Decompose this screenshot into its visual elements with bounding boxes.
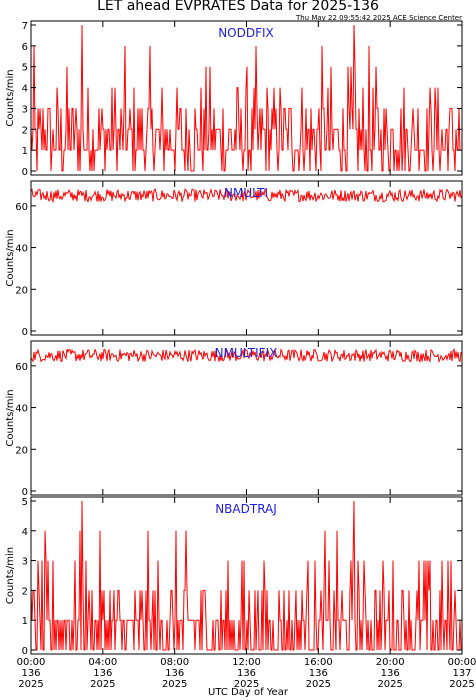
y-tick-label: 5 [22, 497, 28, 508]
y-tick-label: 0 [22, 646, 28, 657]
series-line-noddfix [30, 24, 461, 172]
y-tick-label: 1 [22, 146, 28, 157]
x-tick-time: 16:00 [304, 657, 333, 668]
x-tick-doy: 136 [21, 668, 40, 679]
y-tick-label: 3 [22, 104, 28, 115]
x-tick-year: 2025 [377, 679, 402, 690]
y-tick-label: 4 [22, 527, 28, 538]
series-line-nmultifix [30, 347, 462, 364]
panel-nmultifix: 0 20 40 60 Counts/min NMULTIFIX [5, 340, 463, 498]
panel-nbadtraj: 0 1 2 3 4 5 Counts/min NBADTRAJ [5, 496, 463, 657]
y-tick-label: 2 [22, 125, 28, 136]
y-axis-label: Counts/min [5, 547, 16, 604]
series-line-nbadtraj [30, 500, 462, 651]
y-tick-label: 40 [15, 404, 28, 415]
x-tick-time: 12:00 [232, 657, 261, 668]
x-tick-year: 2025 [234, 679, 259, 690]
plot-frame [30, 340, 463, 496]
x-tick-doy: 136 [165, 668, 184, 679]
x-tick-time: 08:00 [160, 657, 189, 668]
series-line-nmulti [30, 187, 462, 204]
panel-label: NMULTIFIX [215, 346, 278, 360]
x-tick-time: 00:00 [448, 657, 476, 668]
x-axis-label: UTC Day of Year [208, 687, 289, 698]
panel-label: NODDFIX [218, 26, 274, 40]
x-tick-doy: 136 [309, 668, 328, 679]
x-tick-year: 2025 [306, 679, 331, 690]
y-tick-label: 1 [22, 616, 28, 627]
y-tick-label: 0 [22, 167, 28, 178]
y-axis-label: Counts/min [5, 389, 16, 446]
panel-label: NBADTRAJ [215, 502, 277, 516]
y-tick-label: 60 [15, 362, 28, 373]
figure-title: LET ahead EVPRATES Data for 2025-136 [97, 0, 379, 14]
y-tick-label: 4 [22, 84, 28, 95]
y-tick-label: 60 [15, 202, 28, 213]
y-tick-label: 20 [15, 445, 28, 456]
plot-frame [30, 180, 463, 336]
x-tick-time: 04:00 [88, 657, 117, 668]
y-tick-label: 40 [15, 244, 28, 255]
y-tick-label: 0 [22, 327, 28, 338]
panel-noddfix: 0 1 2 3 4 5 6 7 Counts/min NODDFIX [5, 20, 463, 178]
y-tick-label: 0 [22, 487, 28, 498]
plot-frame [30, 20, 463, 176]
x-tick-time: 00:00 [17, 657, 46, 668]
y-tick-label: 3 [22, 557, 28, 568]
x-tick-doy: 136 [93, 668, 112, 679]
x-tick-doy: 136 [237, 668, 256, 679]
panels: 01234567Counts/minNODDFIX0204060Counts/m… [5, 20, 476, 690]
panel-label: NMULTI [224, 186, 268, 200]
y-tick-label: 2 [22, 586, 28, 597]
y-tick-label: 7 [22, 21, 28, 32]
x-tick-doy: 137 [452, 668, 471, 679]
y-axis-label: Counts/min [5, 229, 16, 286]
y-tick-label: 6 [22, 42, 28, 53]
x-tick-time: 20:00 [376, 657, 405, 668]
x-tick-doy: 136 [381, 668, 400, 679]
y-tick-label: 5 [22, 63, 28, 74]
generation-timestamp: Thu May 22 09:55:42 2025 ACE Science Cen… [295, 14, 462, 22]
x-tick-year: 2025 [18, 679, 43, 690]
x-tick-year: 2025 [162, 679, 187, 690]
panel-nmulti: 0 20 40 60 Counts/min NMULTI [5, 180, 463, 338]
y-tick-label: 20 [15, 285, 28, 296]
x-tick-year: 2025 [90, 679, 115, 690]
y-axis-label: Counts/min [5, 69, 16, 126]
x-tick-year: 2025 [449, 679, 474, 690]
